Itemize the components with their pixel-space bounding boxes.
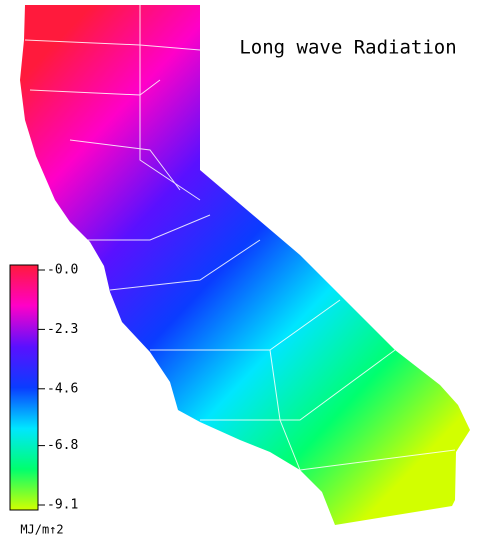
colorbar-tick-label: -2.3 <box>47 322 78 337</box>
map-title: Long wave Radiation <box>239 37 456 59</box>
colorbar-label: MJ/m↑2 <box>20 523 63 537</box>
colorbar-tick-label: -4.6 <box>47 381 78 396</box>
colorbar-tick-label: -6.8 <box>47 438 78 453</box>
colorbar <box>9 264 39 511</box>
colorbar-tick-label: -0.0 <box>47 263 78 278</box>
colorbar-tick-label: -9.1 <box>47 498 78 513</box>
county-lines <box>24 5 456 471</box>
california-shape <box>20 5 470 525</box>
